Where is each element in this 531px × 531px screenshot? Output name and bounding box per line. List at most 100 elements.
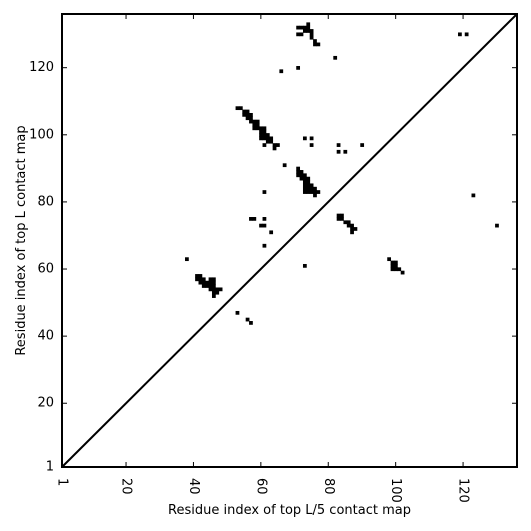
contact-point (218, 287, 223, 292)
contact-point (309, 35, 314, 40)
contact-point (238, 106, 243, 111)
contact-point (302, 173, 307, 178)
contact-point (309, 190, 314, 194)
contact-point (198, 277, 203, 282)
contact-point (201, 280, 206, 285)
contact-point (340, 217, 344, 221)
contact-point (313, 186, 317, 191)
contact-point (302, 183, 307, 188)
contact-point (495, 223, 499, 228)
contact-point (211, 280, 216, 285)
contact-point (211, 284, 216, 288)
contact-point (313, 190, 317, 194)
contact-point (390, 263, 395, 268)
contact-point (269, 230, 274, 235)
y-tick-label: 20 (37, 396, 54, 411)
contact-point (309, 32, 314, 37)
contact-point (316, 190, 321, 194)
contact-point (279, 69, 284, 74)
contact-point (259, 223, 263, 228)
contact-point (343, 220, 348, 225)
contact-point (259, 129, 263, 134)
contact-point (201, 284, 206, 288)
contact-point (400, 270, 405, 275)
y-axis-label: Residue index of top L contact map (14, 125, 29, 355)
contact-point (262, 143, 267, 147)
contact-point (262, 217, 267, 221)
y-tick-label: 1 (46, 460, 54, 475)
contact-point (269, 136, 274, 141)
contact-point (336, 149, 341, 154)
contact-point (262, 223, 267, 228)
contact-point (299, 176, 304, 181)
contact-points (185, 22, 499, 325)
contact-point (205, 280, 210, 285)
contact-point (393, 260, 398, 265)
contact-point (211, 277, 216, 282)
contact-point (265, 139, 270, 144)
contact-point (262, 190, 267, 194)
contact-point (309, 186, 314, 191)
contact-point (299, 170, 304, 174)
contact-point (262, 133, 267, 137)
contact-point (309, 29, 314, 33)
x-tick-label: 100 (388, 478, 403, 503)
contact-point (360, 143, 365, 147)
contact-point (313, 193, 317, 198)
contact-point (215, 290, 220, 295)
contact-point (195, 277, 199, 282)
contact-point (215, 287, 220, 292)
contact-point (255, 126, 260, 131)
diagonal-line (61, 13, 518, 468)
x-tick-label: 20 (119, 478, 134, 495)
contact-point (269, 139, 274, 144)
contact-point (211, 290, 216, 295)
contact-point (306, 176, 311, 181)
contact-point (282, 163, 287, 168)
contact-point (252, 123, 257, 127)
contact-point (235, 310, 240, 315)
contact-point (265, 133, 270, 137)
contact-point (259, 133, 263, 137)
x-tick-label: 1 (55, 478, 70, 486)
contact-point (464, 32, 469, 37)
contact-point (245, 112, 250, 117)
x-tick-label: 40 (186, 478, 201, 495)
x-axis-label: Residue index of top L/5 contact map (168, 503, 411, 518)
y-tick-label: 100 (29, 127, 54, 142)
contact-point (252, 217, 257, 221)
contact-point (299, 25, 304, 30)
contact-point (296, 25, 301, 30)
contact-point (309, 143, 314, 147)
contact-point (299, 32, 304, 37)
contact-point (296, 170, 301, 174)
contact-point (201, 277, 206, 282)
contact-point (208, 287, 213, 292)
contact-point (306, 183, 311, 188)
contact-point (350, 230, 354, 235)
contact-point (306, 29, 311, 33)
contact-point (249, 321, 253, 325)
contact-point (208, 277, 213, 282)
contact-point (299, 173, 304, 178)
contact-point (259, 136, 263, 141)
contact-point (272, 143, 277, 147)
x-tick-label: 80 (321, 478, 336, 495)
contact-point (185, 257, 189, 262)
contact-point (211, 294, 216, 298)
contact-point (306, 190, 311, 194)
contact-point (302, 25, 307, 30)
contact-point (302, 176, 307, 181)
contact-point (249, 112, 253, 117)
contact-point (302, 29, 307, 33)
contact-point (302, 136, 307, 141)
x-tick-label: 60 (253, 478, 268, 495)
contact-point (302, 186, 307, 191)
contact-point (390, 267, 395, 272)
contact-point (393, 267, 398, 272)
contact-point (249, 119, 253, 124)
contact-point (336, 143, 341, 147)
contact-point (252, 126, 257, 131)
contact-point (211, 287, 216, 292)
contact-point (397, 267, 402, 272)
